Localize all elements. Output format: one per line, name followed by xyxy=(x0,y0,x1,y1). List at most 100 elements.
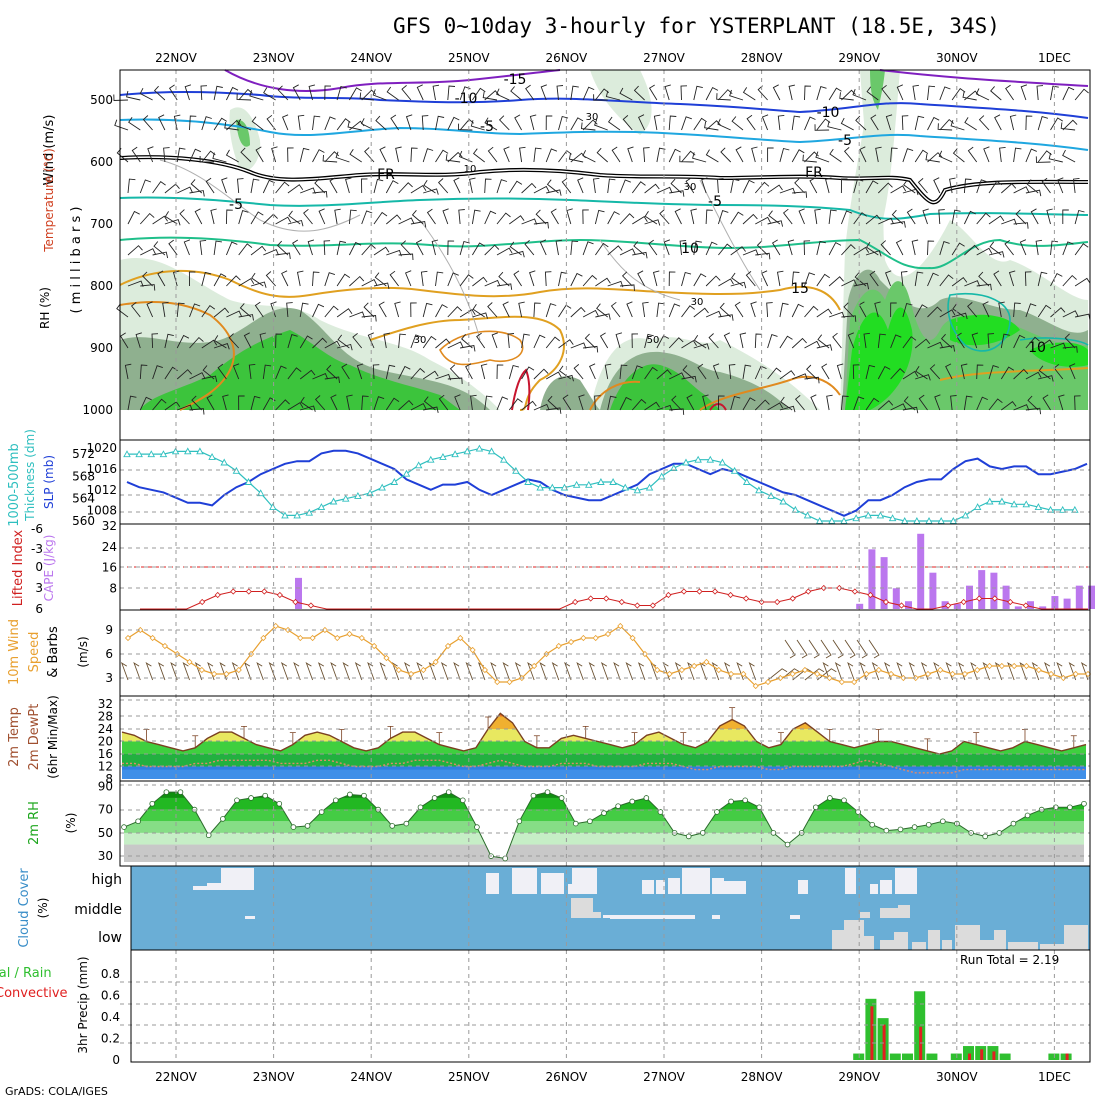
cloud-block xyxy=(603,915,611,918)
rh-point xyxy=(587,818,593,825)
rh-point xyxy=(417,804,424,811)
wind-barb xyxy=(496,88,510,101)
wind-barb xyxy=(363,302,375,318)
wind-barb xyxy=(988,365,999,380)
wind-barb xyxy=(978,115,990,131)
temp-maxmin-whisker xyxy=(241,725,248,739)
upper-label-rh: RH (%) xyxy=(38,287,52,329)
temp-maxmin-whisker xyxy=(533,735,540,748)
wind-barb xyxy=(1030,208,1039,225)
cloud-block xyxy=(1076,933,1088,950)
li-point xyxy=(680,588,687,595)
wind-barb xyxy=(632,251,648,259)
wind-barb xyxy=(487,302,498,318)
wind-barb xyxy=(484,395,493,411)
date-label-bottom: 30NOV xyxy=(936,1070,978,1084)
wind-barb xyxy=(1009,114,1017,131)
cape-y-tick: 24 xyxy=(102,540,117,554)
wind-barb xyxy=(484,178,492,194)
wind-barb xyxy=(682,365,695,380)
wind-barb xyxy=(428,662,437,681)
wind-barb xyxy=(716,93,731,101)
wind-speed-point xyxy=(161,642,168,650)
temp-maxmin-whisker xyxy=(924,738,931,751)
wind-speed-point xyxy=(469,646,476,654)
cape-bar xyxy=(1027,601,1034,609)
wind-barb xyxy=(915,366,928,380)
slp-label-left: 1000-500mb xyxy=(7,443,22,527)
rh-point xyxy=(332,797,339,804)
cape-bar xyxy=(929,572,937,609)
wind-barb xyxy=(582,241,594,256)
y-tick-labels: 5006007008009001000572568564560102010161… xyxy=(31,93,122,1067)
wind-barb xyxy=(472,276,488,287)
rh-point xyxy=(714,809,720,815)
wind-barb xyxy=(219,662,227,681)
thickness-point xyxy=(536,483,544,491)
li-point xyxy=(945,602,952,609)
cloud-block xyxy=(860,912,870,918)
wind-barb xyxy=(435,115,445,131)
wind-barb xyxy=(398,217,415,225)
wind-barb xyxy=(303,208,313,225)
wind-barb xyxy=(183,239,191,256)
wind-barb xyxy=(902,406,919,414)
wind-barb xyxy=(213,307,230,318)
wind-barb xyxy=(681,375,697,383)
wind-barb xyxy=(679,155,694,163)
wind-barb xyxy=(718,243,733,256)
wind-barb xyxy=(120,662,129,681)
wind-barb xyxy=(843,147,855,163)
wind-barb xyxy=(342,662,350,681)
wind-barb xyxy=(933,177,941,194)
wind-barb xyxy=(705,275,721,287)
wind-barb xyxy=(292,84,301,101)
wind-speed-point xyxy=(297,634,304,642)
wind-barb xyxy=(410,220,427,228)
thickness-point xyxy=(621,483,629,491)
wind-barb xyxy=(791,337,807,349)
wind-barb xyxy=(472,312,488,319)
wind-barb xyxy=(982,301,990,318)
wind-barb xyxy=(754,365,767,380)
wind-barb xyxy=(205,177,215,194)
wind-barb xyxy=(914,304,928,318)
wind-barb xyxy=(213,335,227,349)
wind-barb xyxy=(1044,662,1052,681)
cloud-block xyxy=(832,930,844,950)
wind-barb xyxy=(140,248,156,256)
rh-point xyxy=(361,792,367,799)
wind-barb xyxy=(679,240,687,256)
wind-barb xyxy=(1031,662,1040,681)
rh-point xyxy=(276,800,283,807)
wind-barb xyxy=(1050,342,1067,349)
wind-barb xyxy=(1027,395,1039,411)
wind-barb xyxy=(263,87,276,101)
wind-barb xyxy=(865,214,882,225)
wind-barb xyxy=(705,209,713,225)
wind-barb xyxy=(914,271,924,287)
contour-label: -5 xyxy=(480,119,494,135)
wind-barb xyxy=(147,146,154,163)
li-point xyxy=(261,588,268,595)
wind-y-tick: 9 xyxy=(105,623,113,637)
wind-barb xyxy=(1064,333,1076,349)
wind-barb xyxy=(607,280,624,288)
wind-speed-point xyxy=(838,678,845,686)
wind-barb xyxy=(839,92,854,101)
thickness-point xyxy=(256,489,265,497)
wind-barb xyxy=(730,272,744,287)
wind-barb xyxy=(637,662,646,681)
wind-barb xyxy=(896,84,904,101)
wind-barb xyxy=(521,333,530,349)
wind-barb xyxy=(976,179,988,194)
wind-barb xyxy=(410,367,425,380)
wind-barb xyxy=(855,115,867,131)
wind-barb xyxy=(681,271,692,287)
wind-barb xyxy=(669,408,685,415)
rh-point xyxy=(601,810,607,816)
wind-barb xyxy=(361,178,368,194)
t2m-y-tick: 20 xyxy=(98,735,113,749)
cloud-block xyxy=(682,868,710,894)
wind-barb xyxy=(164,211,178,225)
